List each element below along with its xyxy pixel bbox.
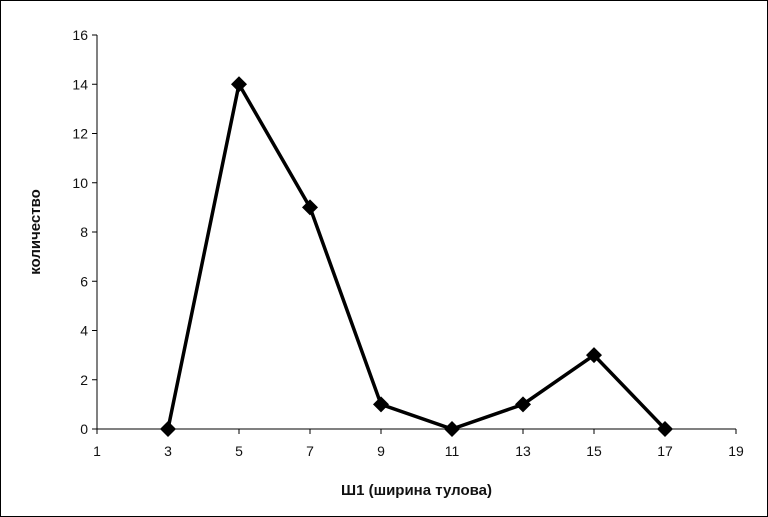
x-tick-label: 13 xyxy=(515,443,531,459)
data-point-marker xyxy=(515,396,531,413)
y-tick-label: 2 xyxy=(80,372,88,388)
x-tick-label: 17 xyxy=(657,443,673,459)
y-tick-label: 14 xyxy=(72,76,88,92)
x-tick-label: 15 xyxy=(586,443,602,459)
data-point-marker xyxy=(231,76,247,93)
data-point-marker xyxy=(657,421,673,437)
x-axis-title: Ш1 (ширина тулова) xyxy=(341,482,492,499)
x-tick-label: 5 xyxy=(235,443,243,459)
data-point-marker xyxy=(373,396,389,413)
x-tick-label: 11 xyxy=(445,443,460,459)
data-point-marker xyxy=(586,347,602,364)
y-tick-label: 8 xyxy=(80,224,88,240)
x-tick-label: 3 xyxy=(164,443,172,459)
y-tick-label: 12 xyxy=(72,126,88,142)
axes xyxy=(96,35,736,430)
series xyxy=(160,76,673,437)
data-point-marker xyxy=(444,421,460,437)
series-line xyxy=(166,79,667,431)
y-tick-label: 0 xyxy=(80,421,88,437)
y-tick-label: 4 xyxy=(80,323,88,339)
data-point-marker xyxy=(160,421,176,437)
y-axis-ticks: 0 2 4 6 8 10 12 14 16 xyxy=(72,27,97,437)
x-tick-label: 1 xyxy=(93,443,101,459)
x-tick-label: 7 xyxy=(306,443,314,459)
y-axis-title: количество xyxy=(27,189,44,275)
x-tick-label: 9 xyxy=(377,443,385,459)
y-tick-label: 6 xyxy=(80,273,88,289)
y-tick-label: 16 xyxy=(72,27,88,43)
data-point-marker xyxy=(302,199,318,216)
y-tick-label: 10 xyxy=(72,175,88,191)
x-tick-label: 19 xyxy=(728,443,744,459)
x-axis-ticks: 1 3 5 7 9 11 13 15 17 19 xyxy=(93,429,744,459)
